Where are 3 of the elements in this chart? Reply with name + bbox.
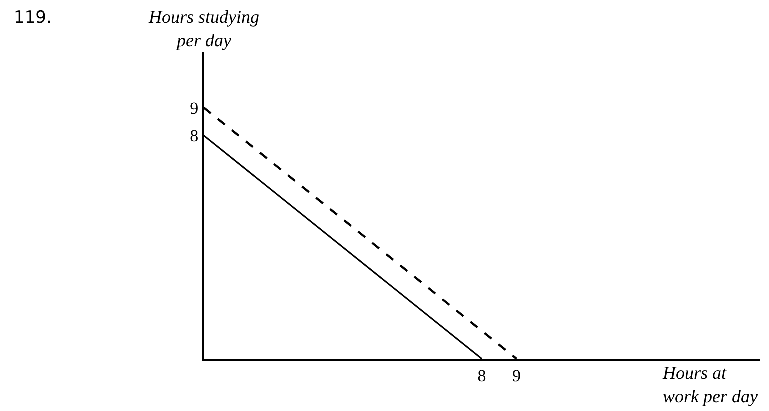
text: 119. (14, 8, 52, 28)
y-axis-title: Hours studying per day (148, 7, 260, 50)
x-axis-title: Hours at work per day (662, 363, 758, 406)
